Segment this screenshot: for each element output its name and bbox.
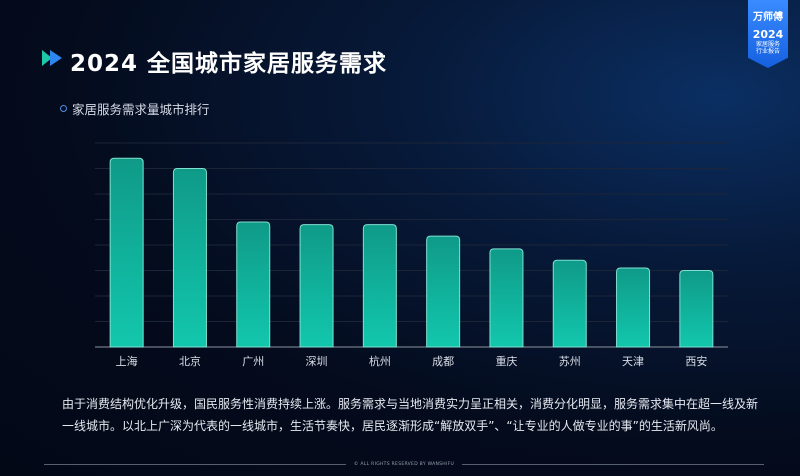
badge-line2: 行业报告 <box>755 48 780 55</box>
bar-北京 <box>172 168 207 348</box>
x-tick-label: 广州 <box>242 355 264 368</box>
footer: © ALL RIGHTS RESERVED BY WANSHIFU <box>44 462 765 467</box>
report-badge: 万师傅 2024 家居服务 行业报告 <box>748 0 788 68</box>
chart-subtitle: 家居服务需求量城市排行 <box>60 99 210 118</box>
x-tick-label: 天津 <box>622 355 644 368</box>
x-tick-label: 西安 <box>685 354 707 368</box>
x-tick-label: 上海 <box>116 354 138 368</box>
x-tick-label: 成都 <box>432 355 454 368</box>
bar-深圳 <box>299 224 334 348</box>
bar-成都 <box>426 235 461 348</box>
bar-杭州 <box>362 224 397 348</box>
bar-天津 <box>616 267 651 348</box>
brand-logo: 万师傅 <box>753 12 783 23</box>
bar-广州 <box>236 221 271 348</box>
copyright-text: © ALL RIGHTS RESERVED BY WANSHIFU <box>353 462 455 467</box>
circle-bullet-icon <box>60 105 67 112</box>
badge-line1: 家居服务 <box>755 41 780 48</box>
footer-divider <box>44 464 346 465</box>
bar-上海 <box>109 157 144 348</box>
subtitle-text: 家居服务需求量城市排行 <box>72 102 210 117</box>
bar-苏州 <box>552 259 587 348</box>
page-title: 2024 全国城市家居服务需求 <box>70 51 388 77</box>
x-tick-label: 苏州 <box>559 355 581 368</box>
bar-chart: 上海 北京 广州 深圳 杭州 成都 重庆 苏州 天津 西安 <box>95 142 728 368</box>
description-text: 由于消费结构优化升级，国民服务性消费持续上涨。服务需求与当地消费实力呈正相关，消… <box>62 397 759 433</box>
bar-重庆 <box>489 248 524 348</box>
play-arrows-icon <box>42 50 62 66</box>
badge-year: 2024 <box>752 28 784 41</box>
x-tick-label: 北京 <box>179 354 201 368</box>
footer-divider <box>462 464 765 465</box>
x-tick-label: 重庆 <box>495 354 517 368</box>
x-tick-label: 深圳 <box>306 355 328 368</box>
x-tick-label: 杭州 <box>369 354 391 368</box>
bar-西安 <box>679 270 714 348</box>
